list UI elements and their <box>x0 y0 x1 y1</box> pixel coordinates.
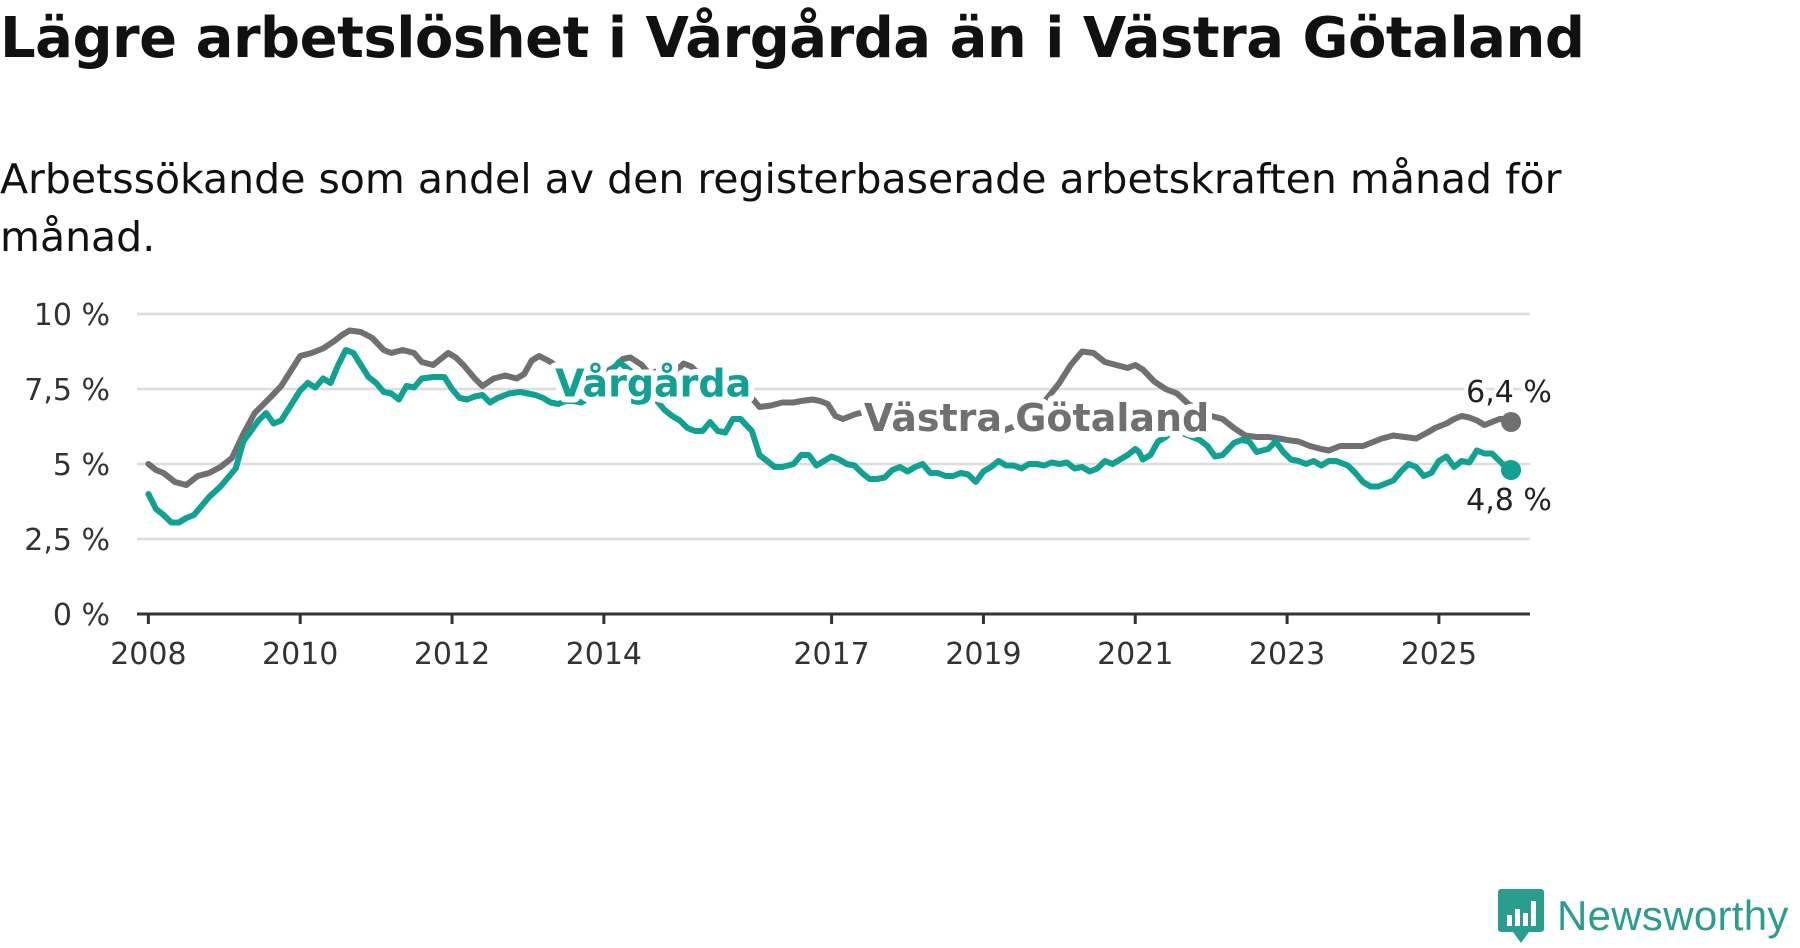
x-tick-label: 2012 <box>414 637 490 672</box>
series-line-vargarda <box>145 347 1514 526</box>
y-tick-label: 2,5 % <box>24 523 110 558</box>
end-label-vastra-gotaland: 6,4 % <box>1466 375 1552 410</box>
x-axis-ticks: 2008 2010 2012 2014 2017 2019 2021 2023 2025 <box>110 614 1477 672</box>
y-tick-label: 10 % <box>34 298 110 333</box>
x-tick-label: 2021 <box>1097 637 1173 672</box>
x-tick-label: 2023 <box>1249 637 1325 672</box>
end-point-vastra-gotaland <box>1501 412 1522 432</box>
x-tick-label: 2019 <box>945 637 1021 672</box>
newsworthy-logo-icon <box>1498 889 1544 943</box>
newsworthy-logo[interactable]: Newsworthy <box>1497 887 1789 945</box>
y-tick-label: 7,5 % <box>24 373 110 408</box>
series-label-vastra-gotaland: Västra Götaland <box>864 396 1209 440</box>
series-lines <box>145 327 1522 526</box>
y-axis-ticks: 0 % 2,5 % 5 % 7,5 % 10 % <box>24 298 110 633</box>
x-tick-label: 2010 <box>262 637 338 672</box>
y-tick-label: 0 % <box>53 598 110 633</box>
chart-title: Lägre arbetslöshet i Vårgårda än i Västr… <box>0 6 1585 71</box>
chart-subtitle: Arbetssökande som andel av den registerb… <box>0 155 1562 261</box>
brand-name: Newsworthy <box>1557 892 1789 939</box>
end-point-vargarda <box>1501 460 1522 480</box>
series-label-vargarda: Vårgårda <box>555 362 751 406</box>
end-label-vargarda: 4,8 % <box>1466 483 1552 518</box>
x-tick-label: 2008 <box>110 637 186 672</box>
x-tick-label: 2017 <box>793 637 869 672</box>
series-line-vastra-gotaland <box>145 327 1514 488</box>
series-labels: Vårgårda Västra Götaland 6,4 % 4,8 % <box>549 356 1556 523</box>
x-tick-label: 2014 <box>566 637 642 672</box>
x-tick-label: 2025 <box>1401 637 1477 672</box>
grid-lines <box>137 312 1530 541</box>
y-tick-label: 5 % <box>53 448 110 483</box>
